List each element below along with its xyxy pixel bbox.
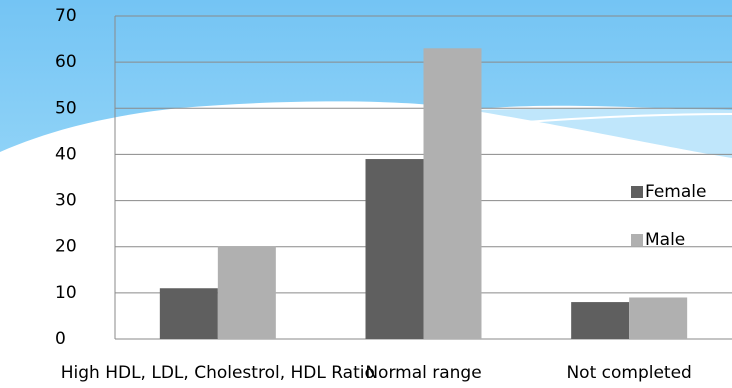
- y-tick-label: 0: [55, 329, 66, 349]
- bar: [159, 288, 218, 339]
- y-tick-label: 10: [55, 283, 77, 303]
- legend-label: Male: [645, 230, 685, 250]
- legend-swatch: [631, 234, 643, 246]
- x-tick-label: Normal range: [365, 363, 481, 383]
- y-tick-label: 60: [55, 52, 77, 72]
- legend-swatch: [631, 186, 643, 198]
- y-tick-label: 70: [55, 6, 77, 26]
- legend-label: Female: [645, 182, 706, 202]
- y-tick-label: 20: [55, 237, 77, 257]
- background: [0, 0, 732, 158]
- bar: [217, 246, 276, 339]
- bar: [571, 302, 630, 339]
- x-tick-label: Not completed: [566, 363, 691, 383]
- bar: [423, 48, 482, 340]
- y-tick-label: 50: [55, 98, 77, 118]
- y-tick-label: 40: [55, 144, 77, 164]
- bar: [629, 297, 688, 339]
- plot-area: 0 10 20 30 40 50 60 70 High HDL, LDL, Cholestrol…: [55, 6, 732, 383]
- bar: [365, 159, 424, 339]
- y-tick-label: 30: [55, 191, 77, 211]
- x-tick-label: High HDL, LDL, Cholestrol, HDL Ratio: [61, 363, 375, 383]
